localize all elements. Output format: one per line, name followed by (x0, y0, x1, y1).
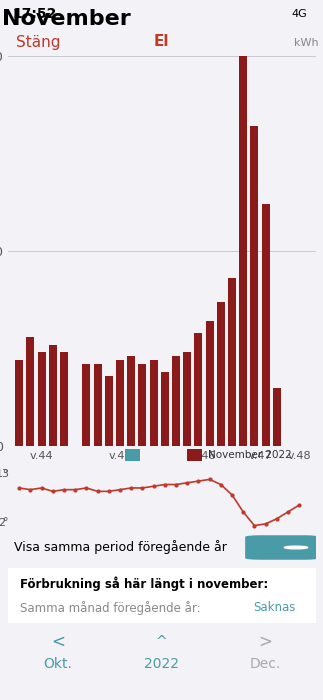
Text: ^: ^ (156, 635, 167, 649)
Bar (150, 360, 158, 446)
Bar (161, 372, 169, 446)
FancyBboxPatch shape (245, 536, 319, 560)
Bar (273, 388, 281, 446)
Bar (239, 56, 247, 446)
Text: November: November (2, 8, 130, 29)
Bar (127, 356, 135, 446)
Bar (206, 321, 214, 446)
Bar (183, 352, 191, 446)
Text: Okt.: Okt. (44, 657, 73, 671)
Text: El: El (154, 34, 169, 50)
Bar (125, 449, 141, 461)
Bar (228, 279, 236, 446)
Text: 4G: 4G (291, 9, 307, 19)
Bar (49, 344, 57, 446)
Text: Saknas: Saknas (253, 601, 296, 614)
Bar (26, 337, 34, 446)
Bar (60, 352, 68, 446)
Bar (262, 204, 269, 446)
Circle shape (284, 546, 308, 549)
Bar (139, 364, 146, 446)
Text: 13: 13 (0, 469, 10, 479)
Bar (15, 360, 23, 446)
Text: 2022: 2022 (144, 657, 179, 671)
Text: 17:52: 17:52 (13, 7, 57, 21)
Bar (250, 126, 258, 446)
Bar (217, 302, 225, 446)
Text: °: ° (3, 469, 9, 479)
Bar (94, 364, 101, 446)
Bar (172, 356, 180, 446)
Text: Samma månad föregående år:: Samma månad föregående år: (20, 601, 205, 615)
Bar (116, 360, 124, 446)
Text: kWh: kWh (295, 38, 319, 48)
Bar (194, 333, 202, 446)
Text: <: < (51, 633, 65, 651)
FancyBboxPatch shape (2, 567, 322, 624)
Text: °: ° (3, 517, 9, 528)
Text: Visa samma period föregående år: Visa samma period föregående år (14, 540, 227, 554)
Bar (105, 376, 113, 446)
Text: -2: -2 (0, 517, 7, 528)
Bar (187, 449, 202, 461)
Text: Stäng: Stäng (16, 34, 61, 50)
Text: Förbrukning så här längt i november:: Förbrukning så här längt i november: (20, 576, 273, 591)
Bar (82, 364, 90, 446)
Text: November 2022: November 2022 (208, 450, 292, 460)
Text: >: > (258, 633, 272, 651)
Text: Dec.: Dec. (249, 657, 280, 671)
Bar (38, 352, 46, 446)
